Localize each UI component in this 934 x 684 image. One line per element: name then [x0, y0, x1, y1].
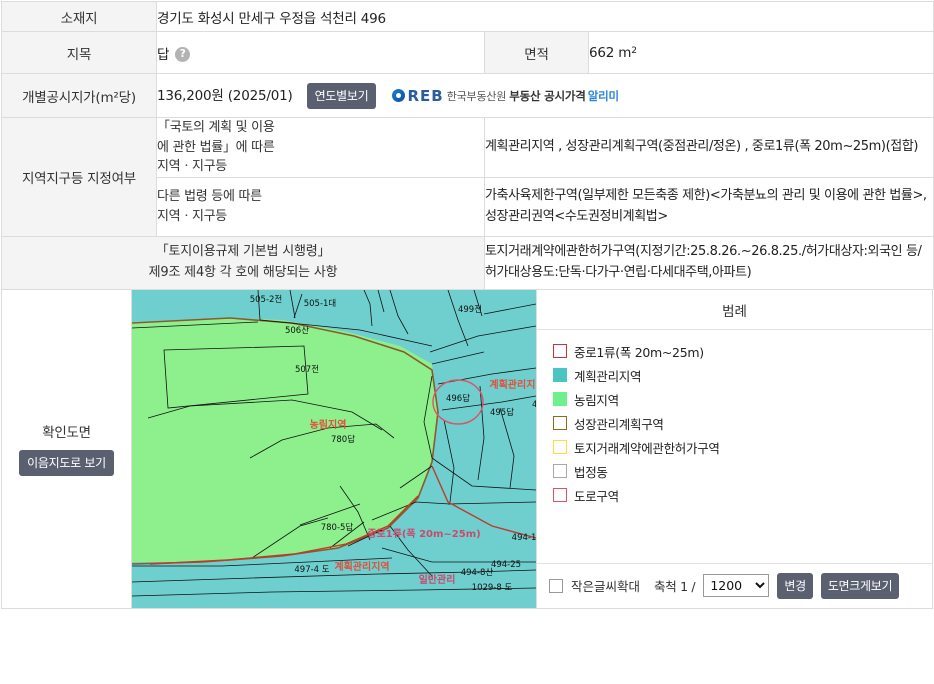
- enforcement-value: 토지거래계약에관한허가구역(지정기간:25.8.26.~26.8.25./허가대…: [483, 235, 934, 290]
- map-parcel-label: 495답: [490, 407, 514, 418]
- zoning-sub1-value: 계획관리지역 , 성장관리계획구역(중점관리/정온) , 중로1류(폭 20m~…: [483, 117, 934, 178]
- change-scale-button[interactable]: 변경: [777, 572, 813, 599]
- legend-swatch-icon: [553, 392, 567, 406]
- legend-swatch-icon: [553, 440, 567, 454]
- map-panel-title: 확인도면: [42, 425, 91, 441]
- legend-item: 중로1류(폭 20m~25m): [553, 342, 932, 361]
- legend-label: 성장관리계획구역: [574, 416, 664, 432]
- map-annotation-label: 계획관리지역: [489, 378, 536, 391]
- map-parcel-label: 780-5답: [321, 522, 354, 533]
- reb-mark-icon: [392, 88, 406, 102]
- map-parcel-label: 506산: [285, 325, 309, 336]
- legend-label: 토지거래계약에관한허가구역: [574, 440, 720, 456]
- enforcement-label: 「토지이용규제 기본법 시행령」 제9조 제4항 각 호에 해당되는 사항: [1, 235, 485, 290]
- land-info-table: 소재지 경기도 화성시 만세구 우정읍 석천리 496 지목 답? 면적 662…: [1, 1, 934, 290]
- scale-label: 축척 1 /: [654, 579, 696, 594]
- legend-item: 토지거래계약에관한허가구역: [553, 438, 932, 457]
- scale-select[interactable]: 5006001200240030006000: [703, 574, 770, 597]
- map-parcel-label: 505-1대: [304, 299, 337, 309]
- price-value: 136,200원 (2025/01): [157, 87, 293, 104]
- area-label: 면적: [484, 31, 589, 74]
- map-parcel-label: 494-10 전: [512, 532, 536, 543]
- legend-item: 계획관리지역: [553, 366, 932, 385]
- map-row: 확인도면 이음지도로 보기: [1, 289, 933, 609]
- map-parcel-label: 497-4 도: [294, 565, 329, 575]
- area-value: 662 m: [589, 44, 632, 61]
- area-unit: 2: [631, 45, 637, 56]
- map-parcel-label: 780답: [331, 434, 355, 445]
- cadastral-map-labels: 505-2전505-1대499전506산507전486-2전487-1전487-…: [250, 294, 536, 593]
- table-row-zoning-2: 다른 법령 등에 따른 지역ㆍ지구등 가축사육제한구역(일부제한 모든축종 제한…: [2, 176, 934, 237]
- map-parcel-label: 499전: [458, 304, 482, 315]
- map-parcel-label: 496답: [446, 393, 470, 404]
- map-annotation-label: 일반관리: [419, 573, 456, 586]
- small-font-label: 작은글씨확대: [571, 579, 641, 594]
- legend-label: 법정동: [574, 464, 608, 480]
- location-label: 소재지: [1, 1, 157, 32]
- small-font-checkbox[interactable]: [549, 578, 563, 593]
- legend-swatch-icon: [553, 488, 567, 502]
- zoning-sub1-label: 「국토의 계획 및 이용 에 관한 법률」에 따른 지역ㆍ지구등: [156, 117, 485, 178]
- zoning-sub2-label: 다른 법령 등에 따른 지역ㆍ지구등: [156, 176, 485, 237]
- reb-korean: 한국부동산원: [446, 89, 507, 103]
- legend-label: 농림지역: [574, 392, 619, 408]
- zoning-group-label: 지역지구등 지정여부: [1, 117, 157, 237]
- road-boundary-red: [149, 495, 419, 565]
- jimok-value-cell: 답?: [156, 31, 485, 74]
- reb-wordmark: REB: [407, 86, 444, 105]
- highlight-circle: [432, 378, 484, 425]
- table-row-price: 개별공시지가(m²당) 136,200원 (2025/01) 연도별보기 REB…: [1, 73, 934, 118]
- open-ieum-map-button[interactable]: 이음지도로 보기: [19, 450, 114, 476]
- map-parcel-label: 494-25: [491, 560, 521, 570]
- legend-item: 농림지역: [553, 390, 932, 409]
- location-value: 경기도 화성시 만세구 우정읍 석천리 496: [155, 1, 934, 32]
- map-annotation-label: 계획관리지역: [334, 560, 389, 573]
- map-parcel-label: 494-8산: [461, 567, 494, 578]
- cadastral-map[interactable]: 505-2전505-1대499전506산507전486-2전487-1전487-…: [132, 289, 537, 608]
- price-label: 개별공시지가(m²당): [1, 73, 157, 118]
- map-parcel-label: 1029-8 도: [472, 583, 513, 593]
- map-side-panel: 확인도면 이음지도로 보기: [2, 289, 132, 608]
- enlarge-map-button[interactable]: 도면크게보기: [820, 572, 900, 599]
- legend-swatch-icon: [553, 368, 567, 382]
- legend-item: 법정동: [553, 462, 932, 481]
- table-row-location: 소재지 경기도 화성시 만세구 우정읍 석천리 496: [1, 1, 934, 32]
- legend-swatch-icon: [553, 344, 567, 358]
- legend-label: 도로구역: [574, 488, 619, 504]
- yearly-view-button[interactable]: 연도별보기: [306, 82, 377, 109]
- reb-highlight: 알리미: [587, 88, 619, 103]
- zoning-sub2-value: 가축사육제한구역(일부제한 모든축종 제한)<가축분뇨의 관리 및 이용에 관한…: [483, 176, 934, 237]
- jimok-value: 답: [157, 46, 170, 63]
- area-value-cell: 662 m2: [587, 31, 934, 74]
- map-parcel-label: 505-2전: [250, 294, 283, 305]
- legend-label: 중로1류(폭 20m~25m): [574, 344, 704, 360]
- table-row-zoning-1: 지역지구등 지정여부 「국토의 계획 및 이용 에 관한 법률」에 따른 지역ㆍ…: [1, 117, 934, 237]
- map-parcel-label: 493답: [532, 399, 536, 410]
- legend-item: 도로구역: [553, 486, 932, 505]
- map-annotation-label: 농림지역: [310, 418, 347, 431]
- cadastral-map-svg: [132, 289, 536, 608]
- table-row-jimok-area: 지목 답? 면적 662 m2: [1, 31, 934, 74]
- legend-title: 범례: [537, 290, 932, 330]
- table-row-enforcement: 「토지이용규제 기본법 시행령」 제9조 제4항 각 호에 해당되는 사항 토지…: [1, 235, 934, 290]
- map-annotation-label: 중로1류(폭 20m~25m): [367, 528, 480, 540]
- legend-item: 성장관리계획구역: [553, 414, 932, 433]
- parcel-lines: [132, 289, 536, 596]
- legend-label: 계획관리지역: [574, 368, 642, 384]
- price-value-cell: 136,200원 (2025/01) 연도별보기 REB 한국부동산원 부동산 공시…: [155, 73, 934, 118]
- legend-swatch-icon: [553, 464, 567, 478]
- map-controls: 작은글씨확대 축척 1 / 5006001200240030006000 변경 …: [537, 562, 932, 608]
- reb-bold: 부동산 공시가격: [509, 88, 586, 103]
- legend-swatch-icon: [553, 416, 567, 430]
- help-icon[interactable]: ?: [175, 46, 191, 62]
- reb-logo[interactable]: REB 한국부동산원 부동산 공시가격 알리미: [392, 86, 619, 105]
- jimok-label: 지목: [1, 31, 157, 74]
- map-parcel-label: 507전: [295, 364, 319, 375]
